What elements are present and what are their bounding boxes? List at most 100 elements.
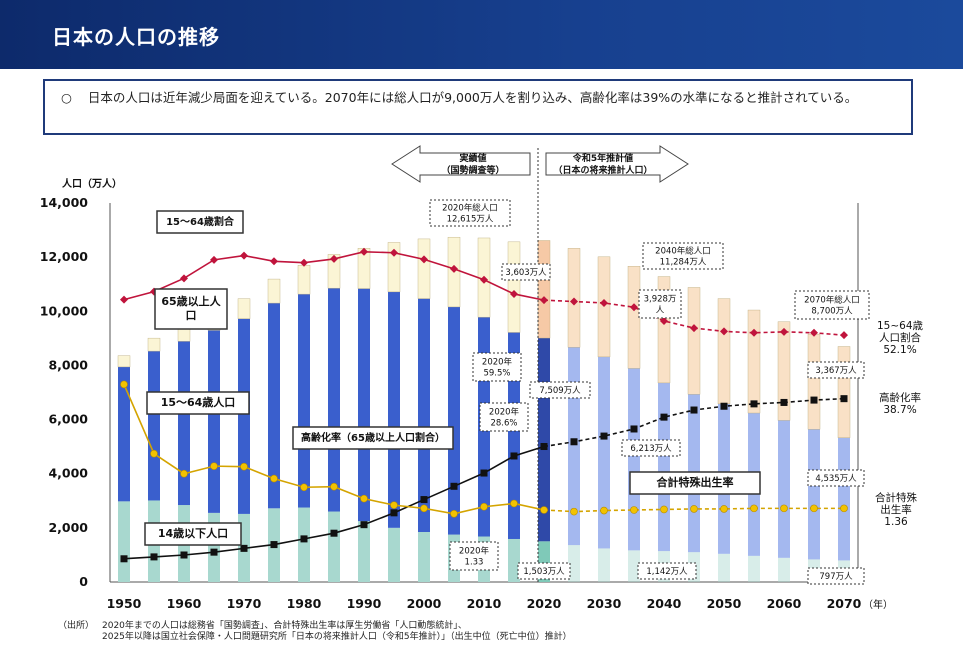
working-age-ratio-point [540,296,548,305]
aging-rate-point [750,400,758,408]
annotation-working-rate-2020: 2020年 59.5% [482,356,513,378]
fertility-rate-point [570,507,578,516]
bar-15-64 [148,351,160,501]
legend-aging-rate: 高齢化率（65歳以上人口割合） [301,431,445,444]
annotation-children-2070-box [807,567,865,585]
working-age-ratio-point [510,289,518,298]
bar-65-and-over [417,238,431,299]
legend-elderly: 65歳以上人口 [161,294,221,322]
fertility-rate-point [690,505,698,513]
annotation-tfr-2020: 2020年 1.33 [459,545,490,567]
fertility-rate-point [480,502,488,511]
aging-rate-point [300,535,308,543]
working-age-ratio-point [480,275,488,284]
x-tick-label: 2060 [767,596,802,611]
working-age-ratio-point [330,254,338,263]
y-tick-label: 2,000 [48,519,88,534]
aging-rate-point [360,521,368,529]
bar-15-64 [268,303,280,509]
fertility-rate-point [780,504,788,513]
bar-14-and-under [778,557,790,582]
aging-rate-point [510,452,518,460]
annotation-elderly-2040-box [638,289,682,319]
fertility-rate-point [390,501,398,509]
right-label-working-ratio: 15~64歳人口割合 52.1% [877,320,924,356]
legend-tfr-box [629,471,761,495]
bar-15-64 [418,298,430,532]
annotation-working-2040: 6,213万人 [630,444,672,454]
bar-14-and-under [298,507,310,582]
aging-rate-point [600,432,608,440]
bar-15-64 [808,429,820,560]
working-age-ratio-point [450,264,458,273]
fertility-rate-point [600,506,608,515]
y-tick-label: 4,000 [48,465,88,480]
working-age-ratio-point [270,257,278,266]
bar-65-and-over [117,355,131,368]
aging-rate-point [660,413,668,421]
bar-15-64 [238,318,250,514]
footnote-line2: 2025年以降は国立社会保障・人口問題研究所「日本の将来推計人口（令和5年推計）… [102,632,572,642]
working-age-ratio-point [210,255,218,264]
fertility-rate-point [150,449,158,458]
aging-rate-point [540,443,548,451]
bar-14-and-under [388,527,400,582]
y-tick-label: 14,000 [40,195,89,210]
annotation-working-2020: 7,509万人 [539,386,581,396]
x-tick-label: 1970 [227,596,262,611]
bar-15-64 [508,332,520,539]
annotation-elderly-2020-box [501,263,551,281]
working-age-ratio-point [810,328,818,337]
working-age-ratio-point [600,298,608,307]
bar-15-64 [838,437,850,561]
working-age-ratio-point [750,328,758,337]
actual-arrow [391,145,531,183]
x-tick-label: 1960 [167,596,202,611]
fertility-rate-point [330,482,338,491]
working-age-ratio-point [180,274,188,283]
y-tick-label: 8,000 [48,357,88,372]
footnote-line1: 2020年までの人口は総務省「国勢調査」、合計特殊出生率は厚生労働省「人口動態統… [102,621,467,631]
fertility-rate-point [810,504,818,513]
summary-text: 日本の人口は近年減少局面を迎えている。2070年には総人口が9,000万人を割り… [87,90,858,105]
aging-rate-point [570,438,578,446]
legend-elderly-box [154,288,228,330]
bar-65-and-over [267,278,281,304]
aging-rate-point [180,551,188,559]
bar-15-64 [658,382,670,552]
working-age-ratio-point [420,255,428,264]
fertility-rate-point [300,483,308,492]
bar-14-and-under [418,531,430,582]
annotation-total-2040: 2040年総人口 11,284万人 [655,245,711,267]
bar-65-and-over [237,298,251,319]
page-title: 日本の人口の推移 [52,25,220,49]
x-tick-label: 1950 [107,596,142,611]
x-tick-label: 2000 [407,596,442,611]
footnote-label: （出所） [58,621,95,631]
fertility-rate-point [270,474,278,483]
fertility-rate-point [210,462,218,470]
annotation-children-2070: 797万人 [819,572,853,582]
bar-65-and-over [297,265,311,295]
y-axis-title: 人口（万人） [62,177,122,190]
fertility-rate-point [420,504,428,513]
bar-65-and-over [507,241,521,333]
x-tick-label: 2020 [527,596,562,611]
fertility-rate-point [180,469,188,478]
working-age-ratio-point [720,327,728,336]
fertility-rate-point [540,506,548,514]
y-tick-label: 6,000 [48,411,88,426]
annotation-total-2070: 2070年総人口 8,700万人 [804,294,860,316]
annotation-tfr-2020-box [449,541,499,571]
legend-children: 14歳以下人口 [158,526,228,540]
y-tick-label: 10,000 [40,303,89,318]
bar-15-64 [628,368,640,551]
working-age-ratio-point [570,297,578,306]
aging-rate-point [420,496,428,504]
fertility-rate-point [660,505,668,514]
annotation-working-2020-box [529,381,591,399]
y-tick-label: 12,000 [40,249,89,264]
legend-working-ratio-box [156,210,244,234]
fertility-rate-point [360,494,368,503]
annotation-total-2040-box [642,242,724,270]
